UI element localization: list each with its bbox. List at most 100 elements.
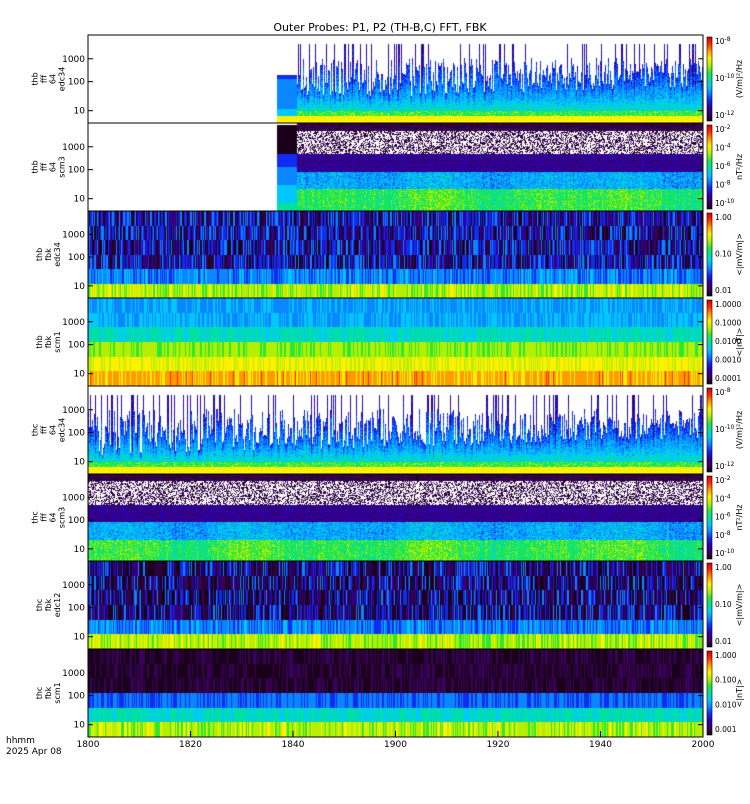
colorbar-tick-label: 10-10: [715, 73, 735, 83]
colorbar-unit-label: <|nT|>: [735, 679, 744, 708]
colorbar-tick-label: 10-12: [715, 110, 735, 120]
colorbar-tick-label: 10-2: [715, 124, 731, 134]
colorbar-tick-label: 10-10: [715, 198, 735, 208]
panel-label-line: fff: [40, 426, 49, 435]
colorbar-tick-exponent: -12: [725, 110, 735, 117]
x-tick-label: 2000: [692, 740, 715, 750]
y-tick-label: 1000: [62, 406, 85, 416]
colorbar-tick-label: 0.10: [715, 250, 732, 259]
panel-label-line: thb: [35, 248, 44, 261]
y-tick-label: 10: [74, 195, 86, 205]
colorbar-unit: <|nT|>: [735, 679, 744, 708]
panel-label-line: thb: [31, 72, 40, 85]
colorbar-tick-label: 0.010: [715, 700, 737, 709]
y-tick-label: 10: [74, 458, 86, 468]
panel-label-line: fbk: [44, 248, 53, 261]
colorbar-tick-exponent: -4: [725, 143, 731, 150]
panel-label: thc fff 64 edc34: [31, 418, 67, 443]
colorbar-tick-label: 10-12: [715, 461, 735, 471]
colorbar-unit: nT²/Hz: [735, 154, 744, 180]
colorbar-unit: nT²/Hz: [735, 504, 744, 530]
colorbar-unit: <|mV/m|>: [735, 584, 744, 627]
panel-label-line: thb: [31, 160, 40, 173]
colorbar-tick-label: 0.0001: [715, 374, 741, 383]
x-tick-label: 1840: [282, 740, 305, 750]
colorbar-tick-exponent: -6: [725, 512, 731, 519]
colorbar-tick-exponent: -8: [725, 530, 731, 537]
colorbar: [706, 562, 713, 648]
panel-label-line: thc: [35, 687, 44, 700]
colorbar-tick-exponent: -8: [725, 387, 731, 394]
figure-title: Outer Probes: P1, P2 (TH-B,C) FFT, FBK: [273, 21, 487, 34]
spectrogram-image: [88, 123, 703, 211]
y-tick-label: 1000: [62, 230, 85, 240]
time-label: hhmm: [6, 736, 35, 746]
colorbar: [706, 475, 713, 560]
panel-label: thb fff 64 edc34: [31, 67, 67, 92]
colorbar-unit-label: nT²/Hz: [735, 154, 744, 180]
colorbar-unit-label: (V/m)²/Hz: [735, 60, 744, 98]
panel-label-line: scm1: [53, 331, 62, 352]
y-tick-label: 10: [74, 633, 86, 643]
colorbar-tick-exponent: -12: [725, 461, 735, 468]
colorbar-tick-exponent: -10: [725, 73, 735, 80]
spectrogram-image: [88, 35, 703, 123]
panel-label-line: fbk: [44, 598, 53, 611]
colorbar-tick-exponent: -2: [725, 475, 731, 482]
colorbar-tick-label: 10-10: [715, 548, 735, 558]
panel-thc-fbk-edc12: 1000 100 10 thc fbk edc12 1.00 0.10 0.01 <|mV/m|>: [35, 560, 744, 650]
panel-label-line: 64: [49, 512, 58, 522]
colorbar-tick-label: 0.01: [715, 637, 732, 646]
colorbar-tick-label: 0.100: [715, 676, 737, 685]
y-tick-label: 100: [68, 166, 85, 176]
y-tick-label: 10: [74, 721, 86, 731]
colorbar-tick-label: 10-6: [715, 512, 731, 522]
spectrogram-image: [88, 386, 703, 474]
panel-label-line: fbk: [44, 686, 53, 699]
colorbar-tick-label: 10-2: [715, 475, 731, 485]
x-tick-label: 1820: [179, 740, 202, 750]
colorbar-tick-exponent: -4: [725, 493, 731, 500]
y-tick-label: 1000: [62, 143, 85, 153]
panel-label-line: edc12: [53, 593, 62, 618]
y-tick-label: 1000: [62, 669, 85, 679]
colorbar: [706, 212, 713, 297]
panel-thc-fff-edc34: 1000 100 10 thc fff 64 edc34 10-8 10-10 10-12 (V/m…: [31, 385, 744, 475]
spectrogram-image: [88, 211, 703, 298]
colorbar-tick-exponent: -10: [725, 198, 735, 205]
panel-label: thb fff 64 scm3: [31, 156, 67, 177]
spectrogram-image: [88, 298, 703, 386]
y-tick-label: 10: [74, 107, 86, 117]
y-tick-label: 10: [74, 282, 86, 292]
colorbar-unit: (V/m)²/Hz: [735, 411, 744, 449]
colorbar: [706, 299, 713, 385]
colorbar-tick-exponent: -6: [725, 161, 731, 168]
y-tick-label: 1000: [62, 581, 85, 591]
colorbar-unit-label: <|mV/m|>: [735, 233, 744, 276]
colorbar: [706, 650, 713, 736]
x-tick-label: 1940: [589, 740, 612, 750]
colorbar-tick-exponent: -8: [725, 180, 731, 187]
spectrogram-image: [88, 474, 703, 561]
panel-label-line: fff: [40, 513, 49, 522]
y-tick-label: 100: [68, 604, 85, 614]
colorbar-tick-exponent: -10: [725, 548, 735, 555]
colorbar-tick-exponent: -10: [725, 424, 735, 431]
colorbar-unit: (V/m)²/Hz: [735, 60, 744, 98]
colorbar-unit-label: (V/m)²/Hz: [735, 411, 744, 449]
panel-label-line: 64: [49, 162, 58, 172]
panel-label: thc fbk scm1: [35, 682, 62, 703]
y-tick-label: 100: [68, 692, 85, 702]
panel-thc-fff-scm3: 1000 100 10 thc fff 64 scm3 10-2 10-4 10-6 10-8 10-…: [31, 473, 744, 562]
colorbar-tick-label: 1.000: [715, 651, 737, 660]
panel-thb-fff-edc34: 1000 100 10 thb fff 64 edc34 10-8 10-10 10-12 (V/m…: [31, 34, 744, 124]
colorbar-tick-exponent: -8: [725, 36, 731, 43]
panel-thb-fbk-scm1: 1000 100 10 thb fbk scm1 1.0000 0.1000 0.0100 0.0…: [35, 297, 744, 387]
colorbar: [706, 124, 713, 210]
y-tick-label: 100: [68, 516, 85, 526]
panel-label-line: fff: [40, 75, 49, 84]
colorbar: [706, 36, 713, 122]
x-tick-label: 1800: [77, 740, 100, 750]
panel-label-line: edc34: [53, 242, 62, 267]
